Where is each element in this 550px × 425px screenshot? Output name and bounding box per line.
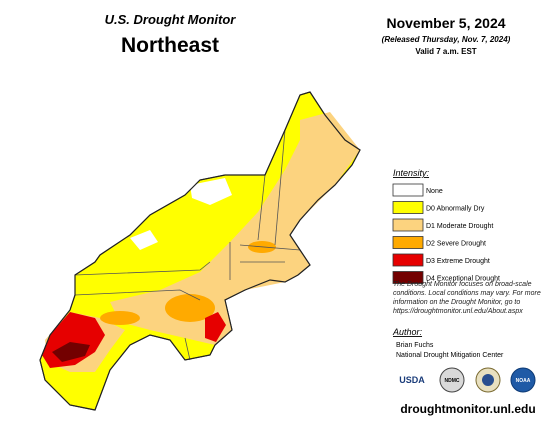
region-d3 (205, 312, 226, 342)
valid-time: Valid 7 a.m. EST (415, 47, 476, 56)
logo-ndmc (439, 367, 465, 393)
site-url: droughtmonitor.unl.edu (400, 402, 535, 416)
author-name: Brian Fuchs (396, 342, 434, 349)
legend-label: D2 Severe Drought (426, 241, 486, 248)
legend-swatch (392, 271, 424, 284)
map (39, 91, 361, 411)
author-title: Author: (392, 327, 423, 337)
logo-text: NDMC (445, 378, 460, 384)
logo-text: USDA (399, 375, 425, 385)
region-d2 (165, 294, 215, 322)
region-d1 (110, 112, 360, 345)
legend-label: D1 Moderate Drought (426, 223, 493, 230)
legend-label: D4 Exceptional Drought (426, 276, 500, 283)
release-date: (Released Thursday, Nov. 7, 2024) (382, 35, 511, 44)
disclaimer-note: The Drought Monitor focuses on broad-sca… (393, 281, 541, 315)
legend-swatch (392, 236, 424, 249)
region-outline (39, 91, 361, 411)
logos: USDA NDMC NOAA (396, 367, 536, 393)
logo-noaa (510, 367, 536, 393)
legend-label: D3 Extreme Drought (426, 258, 490, 265)
logo-usda (396, 370, 428, 390)
map-date: November 5, 2024 (386, 15, 505, 31)
region-none (190, 178, 232, 205)
logo-commerce-seal (482, 374, 494, 386)
author-org: National Drought Mitigation Center (396, 352, 504, 359)
legend-label: D0 Abnormally Dry (426, 206, 485, 213)
legend: None D0 Abnormally Dry D1 Moderate Drought… (392, 183, 500, 284)
legend-swatch (392, 253, 424, 267)
region-none (130, 230, 158, 250)
region-title: Northeast (121, 34, 219, 57)
legend-label: None (426, 188, 443, 195)
region-d4 (52, 342, 90, 362)
legend-swatch (392, 218, 424, 232)
legend-swatch (392, 201, 424, 214)
product-title: U.S. Drought Monitor (105, 12, 237, 27)
legend-swatch (392, 183, 424, 197)
state-borders (74, 129, 301, 361)
region-d2 (100, 311, 140, 325)
legend-title: Intensity: (393, 168, 430, 178)
logo-text: NOAA (516, 378, 531, 384)
